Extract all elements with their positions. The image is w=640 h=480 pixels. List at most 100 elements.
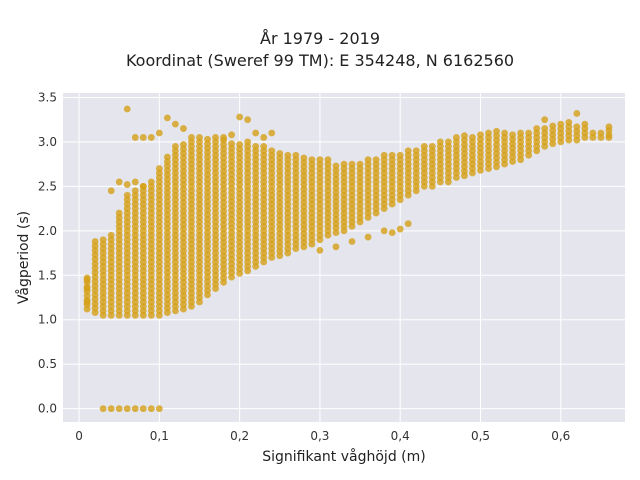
data-point (99, 405, 107, 413)
data-point (404, 220, 412, 228)
y-tick-label: 0.0 (38, 402, 57, 416)
y-tick-label: 1.0 (38, 313, 57, 327)
data-point (372, 156, 380, 164)
data-point (244, 116, 252, 124)
data-point (131, 405, 139, 413)
x-tick-label: 0 (75, 429, 83, 443)
data-point (573, 123, 581, 131)
data-point (284, 151, 292, 159)
data-point (428, 142, 436, 150)
data-point (469, 134, 476, 141)
data-point (260, 134, 268, 141)
data-point (549, 122, 557, 130)
data-point (332, 243, 340, 251)
data-point (180, 141, 187, 148)
y-tick-label: 2.0 (38, 224, 57, 238)
y-tick-label: 3.0 (38, 135, 57, 149)
x-tick-label: 0,2 (230, 429, 249, 443)
data-point (605, 134, 613, 141)
data-point (188, 134, 195, 141)
data-point (147, 178, 155, 186)
y-tick-label: 1.5 (38, 268, 57, 282)
data-point (332, 162, 340, 170)
data-point (172, 142, 179, 150)
data-point (573, 110, 581, 117)
data-point (155, 165, 163, 172)
data-point (589, 129, 597, 137)
data-point (396, 225, 404, 233)
data-point (123, 191, 131, 199)
data-point (316, 246, 324, 254)
data-point (517, 129, 525, 137)
data-point (493, 127, 500, 135)
data-point (83, 276, 91, 284)
chart-title: År 1979 - 2019 (260, 29, 380, 48)
data-point (115, 405, 123, 413)
data-point (107, 231, 115, 239)
data-point (155, 405, 163, 413)
y-tick-label: 2.5 (38, 179, 57, 193)
data-point (228, 131, 236, 139)
data-point (557, 120, 565, 128)
data-point (509, 131, 516, 139)
data-point (396, 151, 404, 159)
data-point (340, 160, 348, 168)
x-tick-label: 0,3 (310, 429, 329, 443)
data-point (404, 147, 412, 155)
data-point (139, 182, 147, 190)
data-point (83, 285, 91, 293)
data-point (204, 135, 211, 143)
data-point (388, 151, 396, 159)
data-point (292, 151, 300, 159)
data-point (163, 114, 171, 122)
data-point (139, 134, 147, 141)
data-point (131, 187, 139, 195)
data-point (123, 105, 131, 113)
data-point (220, 134, 227, 141)
data-point (388, 229, 396, 237)
data-point (252, 129, 260, 137)
y-tick-label: 0.5 (38, 357, 57, 371)
data-point (436, 138, 444, 146)
data-point (236, 113, 244, 121)
data-point (268, 129, 276, 137)
data-point (139, 405, 147, 413)
data-point (308, 156, 316, 164)
x-tick-label: 0,6 (551, 429, 570, 443)
data-point (91, 238, 99, 245)
data-point (356, 160, 364, 168)
data-point (131, 134, 139, 141)
data-point (131, 178, 139, 186)
data-point (276, 150, 284, 157)
data-point (115, 209, 123, 217)
data-point (300, 154, 308, 162)
data-point (115, 178, 123, 186)
chart-subtitle: Koordinat (Sweref 99 TM): E 354248, N 61… (125, 51, 515, 70)
data-point (453, 134, 460, 141)
data-point (364, 156, 372, 164)
data-point (485, 129, 492, 137)
data-point (605, 123, 613, 131)
data-point (501, 129, 508, 137)
data-point (364, 233, 372, 241)
data-point (83, 298, 91, 306)
data-point (196, 134, 203, 141)
data-point (163, 153, 171, 161)
data-point (212, 134, 219, 141)
y-axis-label: Vågperiod (s) (15, 211, 32, 304)
data-point (541, 116, 549, 124)
data-point (155, 129, 163, 137)
data-point (107, 187, 115, 195)
data-point (268, 147, 276, 155)
data-point (316, 156, 324, 164)
data-point (252, 142, 260, 150)
y-axis-ticks: 0.0 0.5 1.0 1.5 2.0 2.5 3.0 3.5 (38, 90, 57, 415)
data-point (525, 129, 533, 137)
x-axis-label: Signifikant våghöjd (m) (262, 448, 425, 465)
data-point (461, 132, 468, 140)
data-point (533, 125, 541, 132)
data-point (236, 141, 244, 148)
data-point (444, 138, 452, 146)
data-point (147, 405, 155, 413)
